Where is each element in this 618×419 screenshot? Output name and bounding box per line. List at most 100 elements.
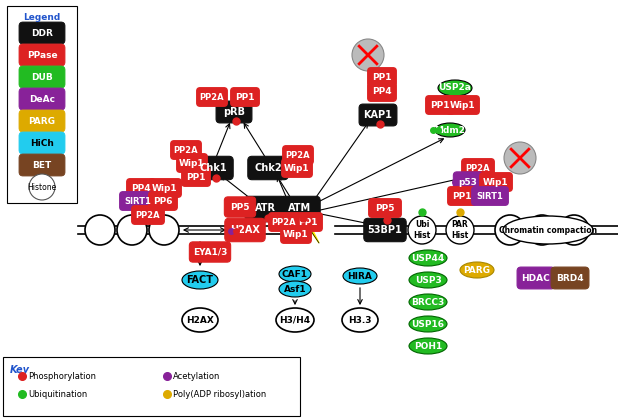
FancyBboxPatch shape	[269, 212, 299, 231]
FancyBboxPatch shape	[447, 186, 476, 205]
Text: PP6: PP6	[153, 197, 173, 205]
Text: Ubiquitination: Ubiquitination	[28, 390, 87, 398]
Ellipse shape	[409, 338, 447, 354]
Ellipse shape	[409, 316, 447, 332]
Text: Legend: Legend	[23, 13, 61, 21]
FancyBboxPatch shape	[294, 212, 323, 231]
Text: p53: p53	[459, 178, 478, 186]
Text: PARG: PARG	[464, 266, 491, 274]
Text: Wip1: Wip1	[450, 101, 476, 109]
FancyBboxPatch shape	[280, 196, 320, 220]
Text: Poly(ADP ribosyl)ation: Poly(ADP ribosyl)ation	[173, 390, 266, 398]
FancyBboxPatch shape	[197, 88, 227, 106]
FancyBboxPatch shape	[127, 178, 155, 197]
Text: H2AX: H2AX	[186, 316, 214, 324]
Text: 53BP1: 53BP1	[368, 225, 402, 235]
Text: PP1: PP1	[186, 173, 206, 181]
Ellipse shape	[343, 268, 377, 284]
FancyBboxPatch shape	[3, 357, 300, 416]
FancyBboxPatch shape	[426, 96, 454, 114]
Text: HDAC: HDAC	[522, 274, 551, 282]
Text: DDR: DDR	[31, 28, 53, 37]
Text: CAF1: CAF1	[282, 269, 308, 279]
Ellipse shape	[276, 308, 314, 332]
FancyBboxPatch shape	[224, 197, 256, 217]
Text: DUB: DUB	[31, 72, 53, 82]
FancyBboxPatch shape	[454, 172, 483, 192]
Text: Wip1: Wip1	[483, 178, 509, 186]
FancyBboxPatch shape	[447, 96, 480, 114]
Circle shape	[85, 215, 115, 245]
FancyBboxPatch shape	[225, 218, 265, 242]
Circle shape	[352, 39, 384, 71]
Text: EYA1/3: EYA1/3	[193, 248, 227, 256]
Text: Wip1: Wip1	[283, 230, 309, 238]
FancyBboxPatch shape	[182, 168, 210, 186]
Ellipse shape	[279, 266, 311, 282]
FancyBboxPatch shape	[193, 156, 233, 180]
Text: USP44: USP44	[412, 253, 444, 262]
Ellipse shape	[182, 308, 218, 332]
FancyBboxPatch shape	[462, 159, 494, 177]
Circle shape	[117, 215, 147, 245]
Text: KAP1: KAP1	[363, 110, 392, 120]
FancyBboxPatch shape	[231, 88, 260, 106]
Text: PP2A: PP2A	[174, 145, 198, 155]
Text: HiCh: HiCh	[30, 139, 54, 147]
Ellipse shape	[408, 216, 436, 244]
Text: Histone: Histone	[27, 183, 57, 191]
Text: PPase: PPase	[27, 51, 57, 59]
Text: PP2A: PP2A	[136, 210, 160, 220]
Text: HIRA: HIRA	[347, 272, 373, 280]
FancyBboxPatch shape	[369, 199, 401, 217]
FancyBboxPatch shape	[517, 267, 555, 289]
Text: Wip1: Wip1	[152, 184, 178, 192]
Text: SIRT1: SIRT1	[125, 197, 151, 205]
Text: Acetylation: Acetylation	[173, 372, 221, 380]
Text: USP3: USP3	[415, 276, 441, 285]
FancyBboxPatch shape	[19, 66, 65, 88]
Text: PP1: PP1	[452, 191, 472, 201]
Text: PP2A: PP2A	[200, 93, 224, 101]
FancyBboxPatch shape	[480, 173, 512, 191]
Ellipse shape	[409, 294, 447, 310]
Text: H3.3: H3.3	[349, 316, 372, 324]
Ellipse shape	[342, 308, 378, 332]
Text: H3/H4: H3/H4	[279, 316, 311, 324]
FancyBboxPatch shape	[245, 196, 285, 220]
Ellipse shape	[435, 123, 465, 137]
Text: PP1: PP1	[235, 93, 255, 101]
Text: PP4: PP4	[372, 88, 392, 96]
Text: ATM: ATM	[289, 203, 311, 213]
FancyBboxPatch shape	[359, 104, 397, 126]
Text: Chk2: Chk2	[254, 163, 282, 173]
FancyBboxPatch shape	[7, 6, 77, 203]
Circle shape	[149, 215, 179, 245]
FancyBboxPatch shape	[368, 83, 396, 101]
Text: PP1: PP1	[372, 72, 392, 82]
Ellipse shape	[446, 216, 474, 244]
FancyBboxPatch shape	[19, 88, 65, 110]
Text: BET: BET	[32, 160, 52, 170]
Text: SIRT1: SIRT1	[476, 191, 504, 201]
FancyBboxPatch shape	[216, 101, 252, 123]
FancyBboxPatch shape	[120, 191, 156, 210]
FancyBboxPatch shape	[248, 156, 288, 180]
FancyBboxPatch shape	[282, 146, 313, 164]
Circle shape	[527, 215, 557, 245]
Text: Wip1: Wip1	[179, 158, 205, 168]
FancyBboxPatch shape	[281, 225, 311, 243]
Text: Key: Key	[10, 365, 30, 375]
Text: H2AX: H2AX	[230, 225, 260, 235]
Text: BRCC3: BRCC3	[412, 297, 444, 307]
Text: DeAc: DeAc	[29, 95, 55, 103]
Text: USP2a: USP2a	[439, 83, 472, 93]
Text: USP16: USP16	[412, 320, 444, 328]
Ellipse shape	[182, 271, 218, 289]
Text: Asf1: Asf1	[284, 285, 307, 293]
FancyBboxPatch shape	[19, 132, 65, 154]
Text: BRD4: BRD4	[556, 274, 584, 282]
FancyBboxPatch shape	[19, 22, 65, 44]
Text: Chk1: Chk1	[199, 163, 227, 173]
Text: pRB: pRB	[223, 107, 245, 117]
